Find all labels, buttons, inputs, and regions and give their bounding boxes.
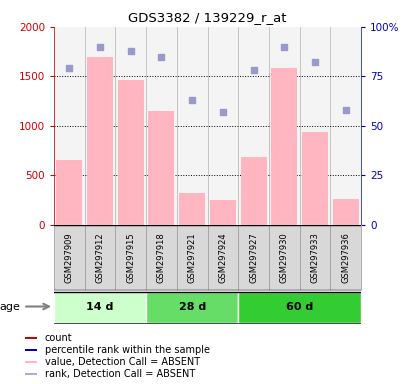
Bar [241,157,266,225]
Text: percentile rank within the sample: percentile rank within the sample [44,345,210,355]
Bar [238,225,269,290]
Bar [269,27,300,225]
Bar [208,225,238,290]
Bar [115,27,146,225]
Bar [54,225,85,290]
Bar [149,111,174,225]
Text: GSM297912: GSM297912 [95,232,105,283]
Text: GSM297930: GSM297930 [280,232,289,283]
Bar [146,225,177,290]
Bar [300,225,330,290]
Bar [330,27,361,225]
Text: GSM297924: GSM297924 [218,232,227,283]
Point [220,109,226,115]
Bar [238,292,361,323]
Bar [269,225,300,290]
Text: 60 d: 60 d [286,301,313,311]
Bar [300,27,330,225]
Bar [118,80,144,225]
Point [312,60,318,66]
Bar [271,68,297,225]
Bar [177,27,208,225]
Bar [85,225,115,290]
Title: GDS3382 / 139229_r_at: GDS3382 / 139229_r_at [128,11,287,24]
Point [281,44,288,50]
Bar [302,132,328,225]
Text: GSM297933: GSM297933 [310,232,320,283]
Point [158,53,165,60]
Text: value, Detection Call = ABSENT: value, Detection Call = ABSENT [44,357,200,367]
Point [250,67,257,73]
Bar [210,200,236,225]
Point [189,97,195,103]
Bar [54,292,146,323]
Point [97,44,103,50]
Point [127,48,134,54]
Text: GSM297909: GSM297909 [65,232,74,283]
Bar [87,56,113,225]
Bar [115,225,146,290]
Bar [25,361,37,364]
Text: GSM297936: GSM297936 [341,232,350,283]
Bar [54,27,85,225]
Bar [208,27,238,225]
Text: GSM297921: GSM297921 [188,232,197,283]
Point [342,107,349,113]
Bar [146,27,177,225]
Bar [25,373,37,376]
Point [66,65,73,71]
Text: count: count [44,333,72,343]
Bar [25,349,37,351]
Bar [146,292,238,323]
Text: GSM297918: GSM297918 [157,232,166,283]
Text: age: age [0,301,20,311]
Bar [179,193,205,225]
Bar [85,27,115,225]
Bar [238,27,269,225]
Bar [330,225,361,290]
Bar [333,199,359,225]
Bar [25,337,37,339]
Bar [177,225,208,290]
Text: 14 d: 14 d [86,301,114,311]
Text: 28 d: 28 d [178,301,206,311]
Text: rank, Detection Call = ABSENT: rank, Detection Call = ABSENT [44,369,195,379]
Text: GSM297915: GSM297915 [126,232,135,283]
Bar [56,161,82,225]
Text: GSM297927: GSM297927 [249,232,258,283]
